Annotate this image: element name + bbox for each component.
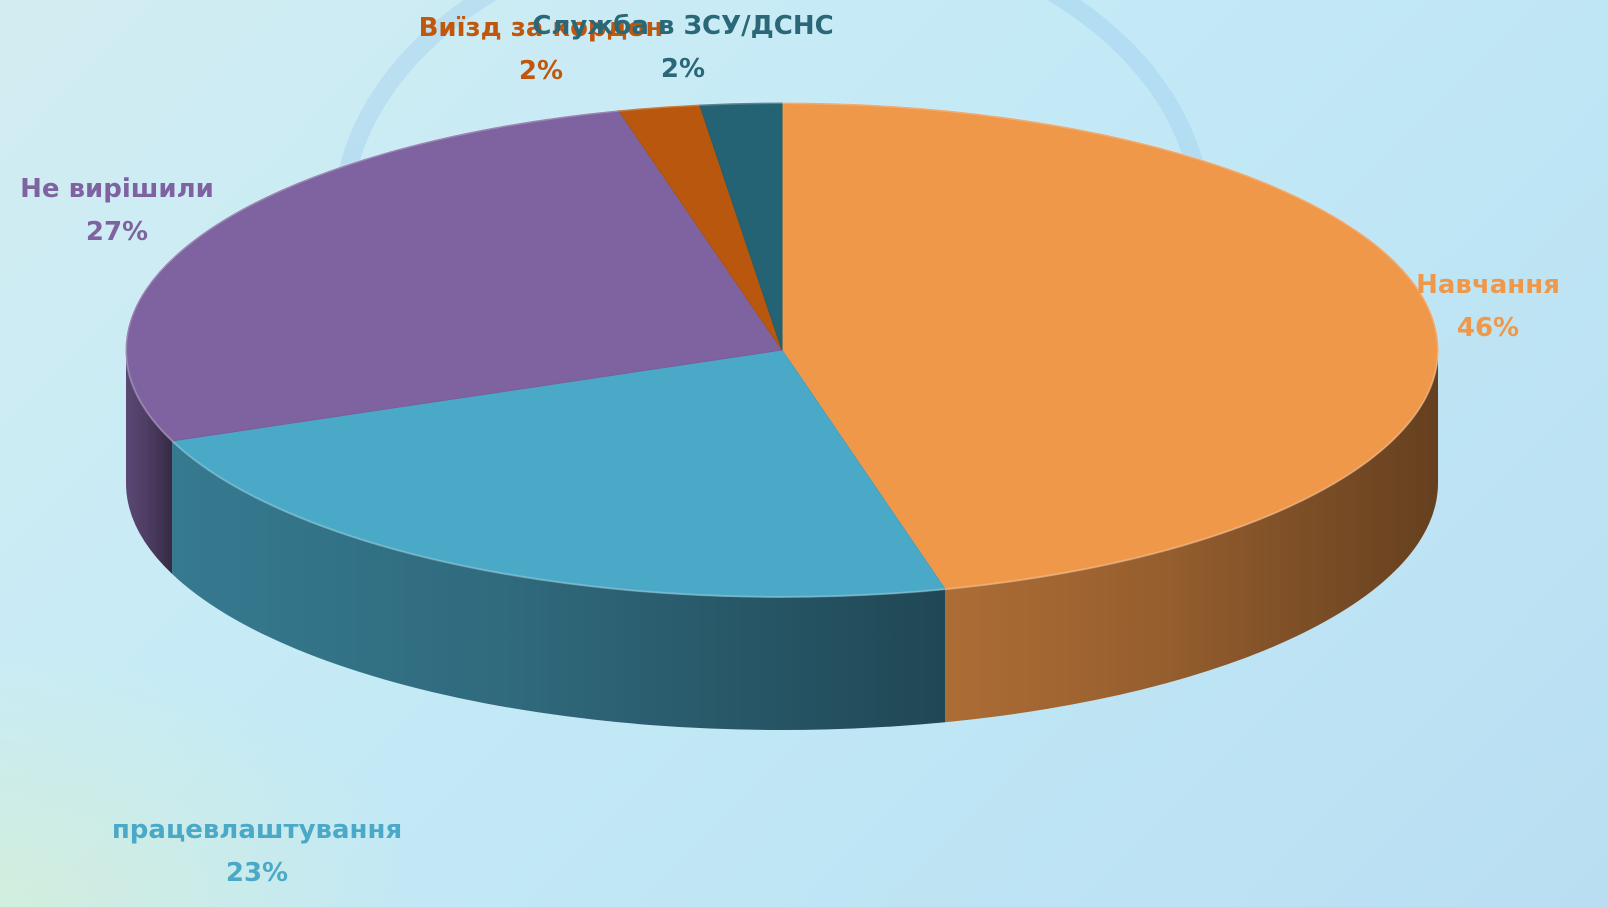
slice-label-name-2: Не вирішили [20, 174, 214, 204]
pie-side-walls [126, 350, 1438, 731]
data-labels: Навчання 46% працевлаштування 23% Не вирішил… [20, 11, 1560, 888]
pie-rim [125, 102, 1439, 598]
slice-side-1 [172, 440, 946, 731]
slice-4 [699, 102, 783, 351]
slice-1 [170, 349, 947, 598]
slice-label-percent-0: 46% [1457, 313, 1519, 343]
slice-label-name-1: працевлаштування [112, 815, 402, 845]
pie-top-faces [125, 102, 1439, 598]
slice-side-0 [945, 350, 1438, 723]
slice-label-name-0: Навчання [1416, 270, 1560, 300]
slice-side-2 [126, 350, 173, 574]
slice-2 [125, 110, 783, 442]
slice-0 [781, 102, 1439, 590]
slice-label-percent-2: 27% [86, 217, 148, 247]
slice-label-name-3: Виїзд за кордон [419, 13, 664, 43]
slice-label-percent-3: 2% [519, 56, 563, 86]
slice-label-percent-4: 2% [661, 54, 705, 84]
slice-label-name-4: Служба в ЗСУ/ДСНС [532, 11, 833, 41]
slice-label-percent-1: 23% [226, 858, 288, 888]
